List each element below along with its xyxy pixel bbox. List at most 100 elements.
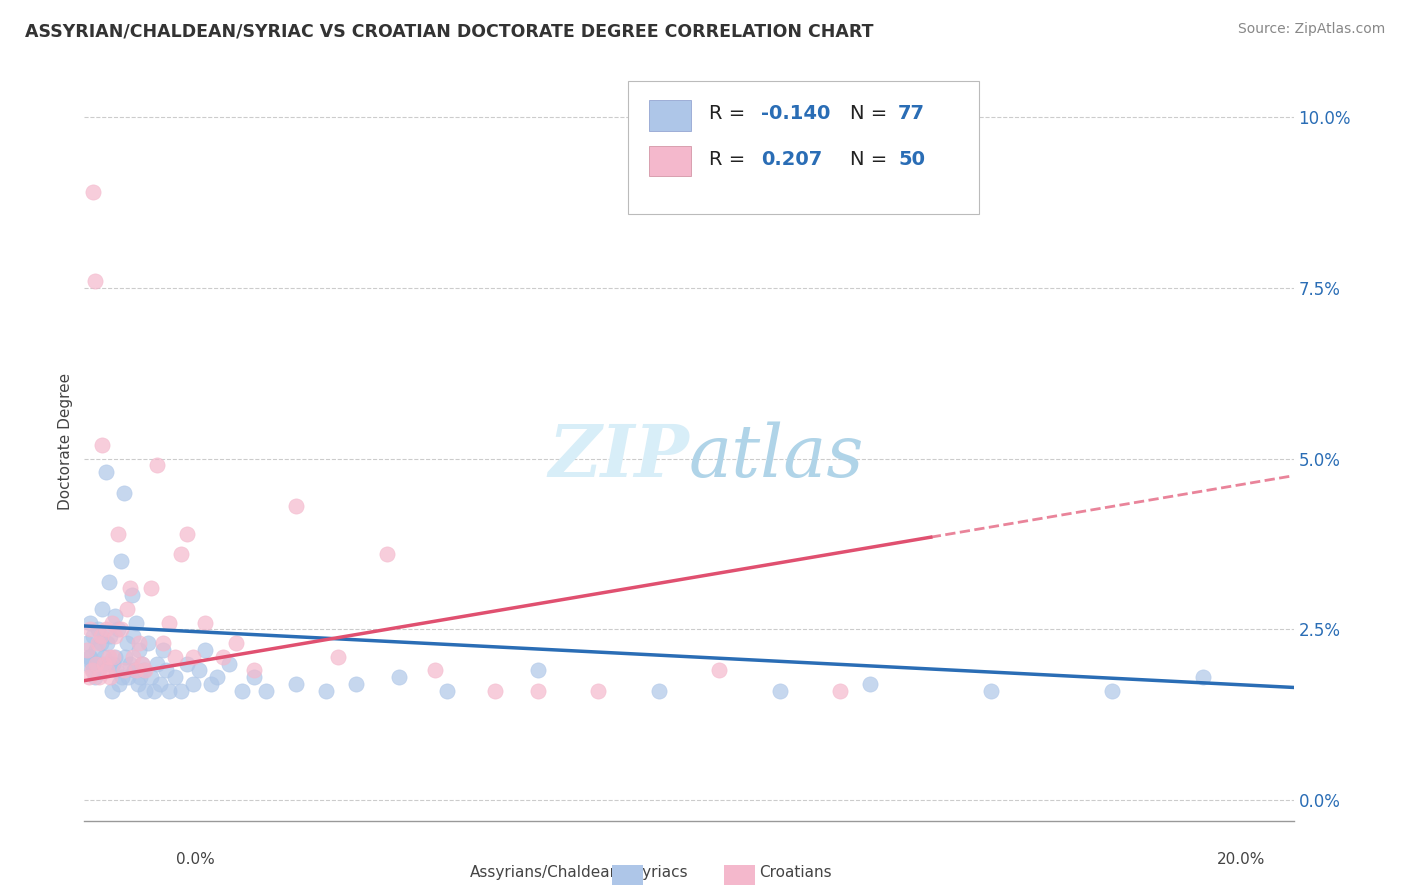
- Point: [436, 684, 458, 698]
- Point: [132, 664, 155, 678]
- Point: [181, 649, 204, 664]
- Point: [285, 677, 308, 691]
- Point: [76, 636, 98, 650]
- Point: [115, 602, 138, 616]
- Point: [79, 615, 101, 630]
- Point: [152, 643, 174, 657]
- Point: [1192, 670, 1215, 684]
- Point: [77, 670, 100, 684]
- Point: [84, 670, 107, 684]
- Point: [97, 649, 120, 664]
- Point: [112, 664, 135, 678]
- Point: [84, 274, 107, 288]
- Point: [77, 657, 100, 671]
- Point: [86, 643, 108, 657]
- Point: [157, 684, 180, 698]
- Point: [90, 636, 112, 650]
- Point: [110, 623, 132, 637]
- Point: [527, 664, 550, 678]
- Point: [107, 623, 129, 637]
- Point: [118, 582, 141, 596]
- Point: [104, 649, 127, 664]
- Text: Assyrians/Chaldeans/Syriacs: Assyrians/Chaldeans/Syriacs: [471, 865, 689, 880]
- Point: [82, 629, 104, 643]
- Point: [121, 629, 143, 643]
- Point: [484, 684, 506, 698]
- Point: [176, 657, 198, 671]
- Text: R =: R =: [710, 150, 758, 169]
- Point: [103, 657, 125, 671]
- Text: R =: R =: [710, 104, 752, 123]
- Point: [76, 643, 98, 657]
- Point: [527, 684, 550, 698]
- Point: [125, 615, 148, 630]
- Point: [128, 643, 150, 657]
- Point: [98, 629, 121, 643]
- Point: [89, 670, 111, 684]
- Point: [134, 664, 156, 678]
- Point: [131, 657, 153, 671]
- Point: [128, 636, 150, 650]
- Point: [648, 684, 671, 698]
- Point: [218, 657, 240, 671]
- Point: [136, 636, 159, 650]
- Point: [121, 649, 143, 664]
- Point: [79, 649, 101, 664]
- Point: [96, 664, 118, 678]
- Point: [103, 649, 125, 664]
- Point: [225, 636, 247, 650]
- Point: [80, 657, 103, 671]
- Point: [181, 677, 204, 691]
- Point: [125, 664, 148, 678]
- Point: [93, 657, 115, 671]
- Text: 77: 77: [898, 104, 925, 123]
- Point: [346, 677, 368, 691]
- Point: [588, 684, 610, 698]
- Text: atlas: atlas: [689, 421, 865, 492]
- Point: [254, 684, 277, 698]
- Point: [90, 629, 112, 643]
- Point: [114, 649, 136, 664]
- Point: [423, 664, 446, 678]
- Text: 0.0%: 0.0%: [176, 852, 215, 867]
- Text: ZIP: ZIP: [548, 421, 689, 492]
- Bar: [650, 101, 692, 130]
- Point: [127, 677, 149, 691]
- Text: 20.0%: 20.0%: [1218, 852, 1265, 867]
- Point: [77, 649, 100, 664]
- Text: N =: N =: [849, 150, 893, 169]
- Point: [328, 649, 350, 664]
- Point: [188, 664, 211, 678]
- Point: [315, 684, 337, 698]
- Point: [80, 664, 103, 678]
- Point: [1101, 684, 1123, 698]
- Point: [134, 684, 156, 698]
- Point: [100, 684, 122, 698]
- Point: [104, 608, 127, 623]
- Point: [200, 677, 222, 691]
- Point: [242, 670, 264, 684]
- Bar: [650, 145, 692, 177]
- Point: [139, 582, 162, 596]
- Point: [121, 588, 143, 602]
- Point: [830, 684, 852, 698]
- Point: [98, 670, 121, 684]
- Point: [91, 657, 114, 671]
- Point: [388, 670, 411, 684]
- Point: [82, 185, 104, 199]
- Point: [194, 643, 217, 657]
- Point: [91, 602, 114, 616]
- Point: [176, 526, 198, 541]
- Point: [94, 465, 117, 479]
- Text: 0.207: 0.207: [762, 150, 823, 169]
- Text: -0.140: -0.140: [762, 104, 831, 123]
- Point: [285, 500, 308, 514]
- Point: [157, 615, 180, 630]
- Point: [131, 657, 153, 671]
- Point: [170, 547, 193, 561]
- Point: [117, 670, 139, 684]
- Text: N =: N =: [849, 104, 893, 123]
- Text: ASSYRIAN/CHALDEAN/SYRIAC VS CROATIAN DOCTORATE DEGREE CORRELATION CHART: ASSYRIAN/CHALDEAN/SYRIAC VS CROATIAN DOC…: [25, 22, 873, 40]
- Point: [97, 574, 120, 589]
- Y-axis label: Doctorate Degree: Doctorate Degree: [58, 373, 73, 510]
